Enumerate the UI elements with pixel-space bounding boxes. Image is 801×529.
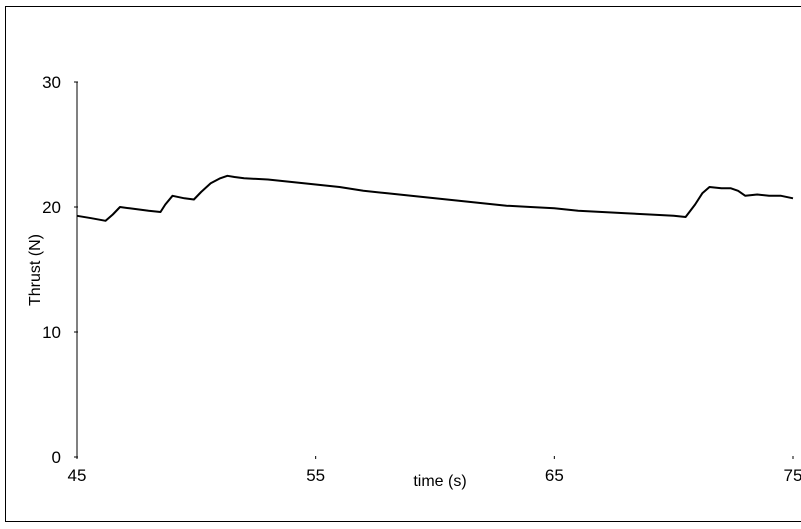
y-axis-title: Thrust (N) [27,234,44,306]
x-ticks: 45 55 65 75 [68,456,801,485]
x-tick-label: 55 [306,466,325,485]
series-line-0 [76,174,794,222]
y-tick-label: 10 [42,323,61,342]
series-layer [76,174,794,222]
y-tick-label: 30 [42,73,61,92]
y-tick-label: 0 [52,448,61,467]
y-ticks: 0 10 20 30 [42,73,78,467]
chart-frame [5,6,801,522]
x-tick-label: 75 [784,466,801,485]
x-tick-label: 45 [68,466,87,485]
y-tick-label: 20 [42,198,61,217]
x-tick-label: 65 [545,466,564,485]
x-axis-title: time (s) [413,473,466,490]
